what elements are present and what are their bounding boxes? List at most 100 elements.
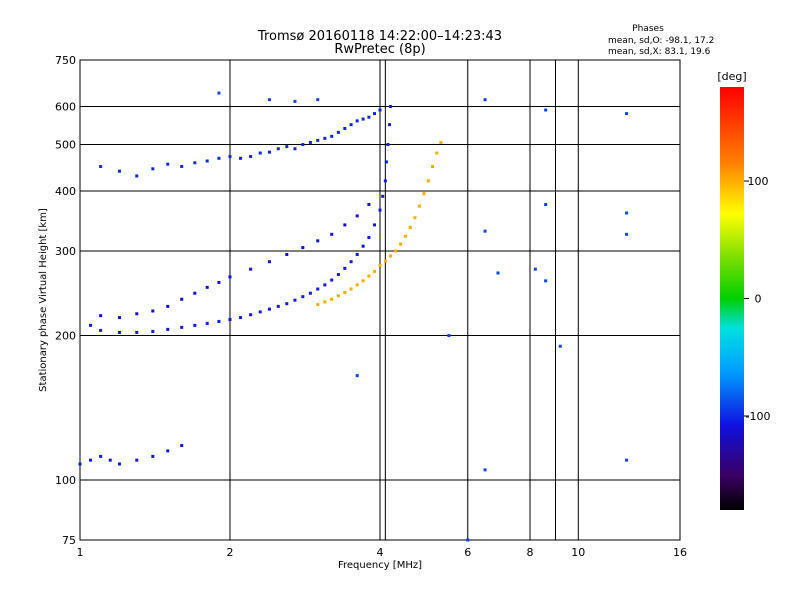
data-point [267, 150, 271, 154]
data-point [205, 159, 209, 163]
x-tick-label: 6 [464, 546, 471, 559]
data-point [285, 145, 289, 149]
data-point [343, 266, 347, 270]
data-point [389, 105, 393, 109]
data-point [447, 334, 451, 338]
data-point [151, 309, 155, 313]
data-point [330, 278, 334, 282]
data-point [308, 140, 312, 144]
data-point [349, 287, 353, 291]
data-point [336, 130, 340, 134]
data-point [239, 316, 243, 320]
data-point [117, 316, 121, 320]
data-point [408, 225, 412, 229]
data-point [276, 147, 280, 151]
data-point [544, 108, 548, 112]
data-point [330, 232, 334, 236]
data-point [355, 214, 359, 218]
colorbar-label: [deg] [717, 70, 746, 83]
data-point [217, 91, 221, 95]
data-point [89, 458, 93, 462]
data-point [217, 156, 221, 160]
data-point [367, 115, 371, 119]
data-point [108, 458, 112, 462]
data-point [316, 239, 320, 243]
data-point [330, 297, 334, 301]
data-point [403, 234, 407, 238]
data-point [301, 246, 305, 250]
data-point [267, 98, 271, 102]
data-point [285, 302, 289, 306]
y-tick-label: 200 [55, 330, 76, 343]
data-point [426, 179, 430, 183]
data-point [378, 208, 382, 212]
data-point [399, 242, 403, 246]
x-tick-label: 8 [527, 546, 534, 559]
data-point [373, 223, 377, 227]
data-point [205, 285, 209, 289]
data-point [625, 232, 629, 236]
data-point [217, 280, 221, 284]
y-axis-label: Stationary phase Virtual Height [km] [38, 208, 49, 392]
y-tick-label: 300 [55, 245, 76, 258]
data-point [193, 323, 197, 327]
x-tick-label: 10 [571, 546, 585, 559]
stats-o-line: mean, sd,O: -98.1, 17.2 [608, 36, 714, 46]
data-point [293, 147, 297, 151]
data-point [349, 123, 353, 127]
data-point [343, 290, 347, 294]
data-point [285, 253, 289, 257]
data-point [383, 259, 387, 263]
data-point [367, 202, 371, 206]
data-point [99, 328, 103, 332]
data-point [249, 313, 253, 317]
data-point [316, 138, 320, 142]
stats-x-line: mean, sd,X: 83.1, 19.6 [608, 47, 711, 57]
data-point [384, 160, 388, 164]
data-point [355, 374, 359, 378]
data-point [166, 449, 170, 453]
data-point [239, 156, 243, 160]
data-point [435, 151, 439, 155]
data-point [267, 307, 271, 311]
data-point [361, 117, 365, 121]
chart-title: Tromsø 20160118 14:22:00–14:23:43 [257, 29, 502, 44]
data-point [349, 260, 353, 264]
grid-layer [80, 60, 680, 540]
data-point [483, 229, 487, 233]
data-point [389, 254, 393, 258]
data-point [483, 98, 487, 102]
data-point [330, 134, 334, 138]
data-point [323, 136, 327, 140]
data-point [205, 321, 209, 325]
data-point [422, 192, 426, 196]
data-point [151, 454, 155, 458]
data-point [466, 538, 470, 542]
data-point [293, 99, 297, 103]
data-point [180, 325, 184, 329]
y-tick-label: 75 [62, 534, 76, 547]
data-point [249, 267, 253, 271]
data-point [378, 108, 382, 112]
y-tick-label: 100 [55, 474, 76, 487]
data-point [417, 204, 421, 208]
data-point [367, 236, 371, 240]
data-point [361, 244, 365, 248]
data-point [625, 211, 629, 215]
x-tick-label: 16 [673, 546, 687, 559]
x-tick-label: 4 [377, 546, 384, 559]
data-points-layer [78, 91, 629, 542]
data-point [117, 169, 121, 173]
colorbar-tick-label: -100 [746, 410, 771, 423]
data-point [496, 271, 500, 275]
x-tick-label: 1 [77, 546, 84, 559]
data-point [135, 174, 139, 178]
data-point [99, 314, 103, 318]
data-point [355, 119, 359, 123]
data-point [151, 167, 155, 171]
data-point [228, 317, 232, 321]
data-point [99, 164, 103, 168]
data-point [180, 164, 184, 168]
data-point [373, 269, 377, 273]
colorbar-tick-label: 0 [755, 293, 762, 306]
